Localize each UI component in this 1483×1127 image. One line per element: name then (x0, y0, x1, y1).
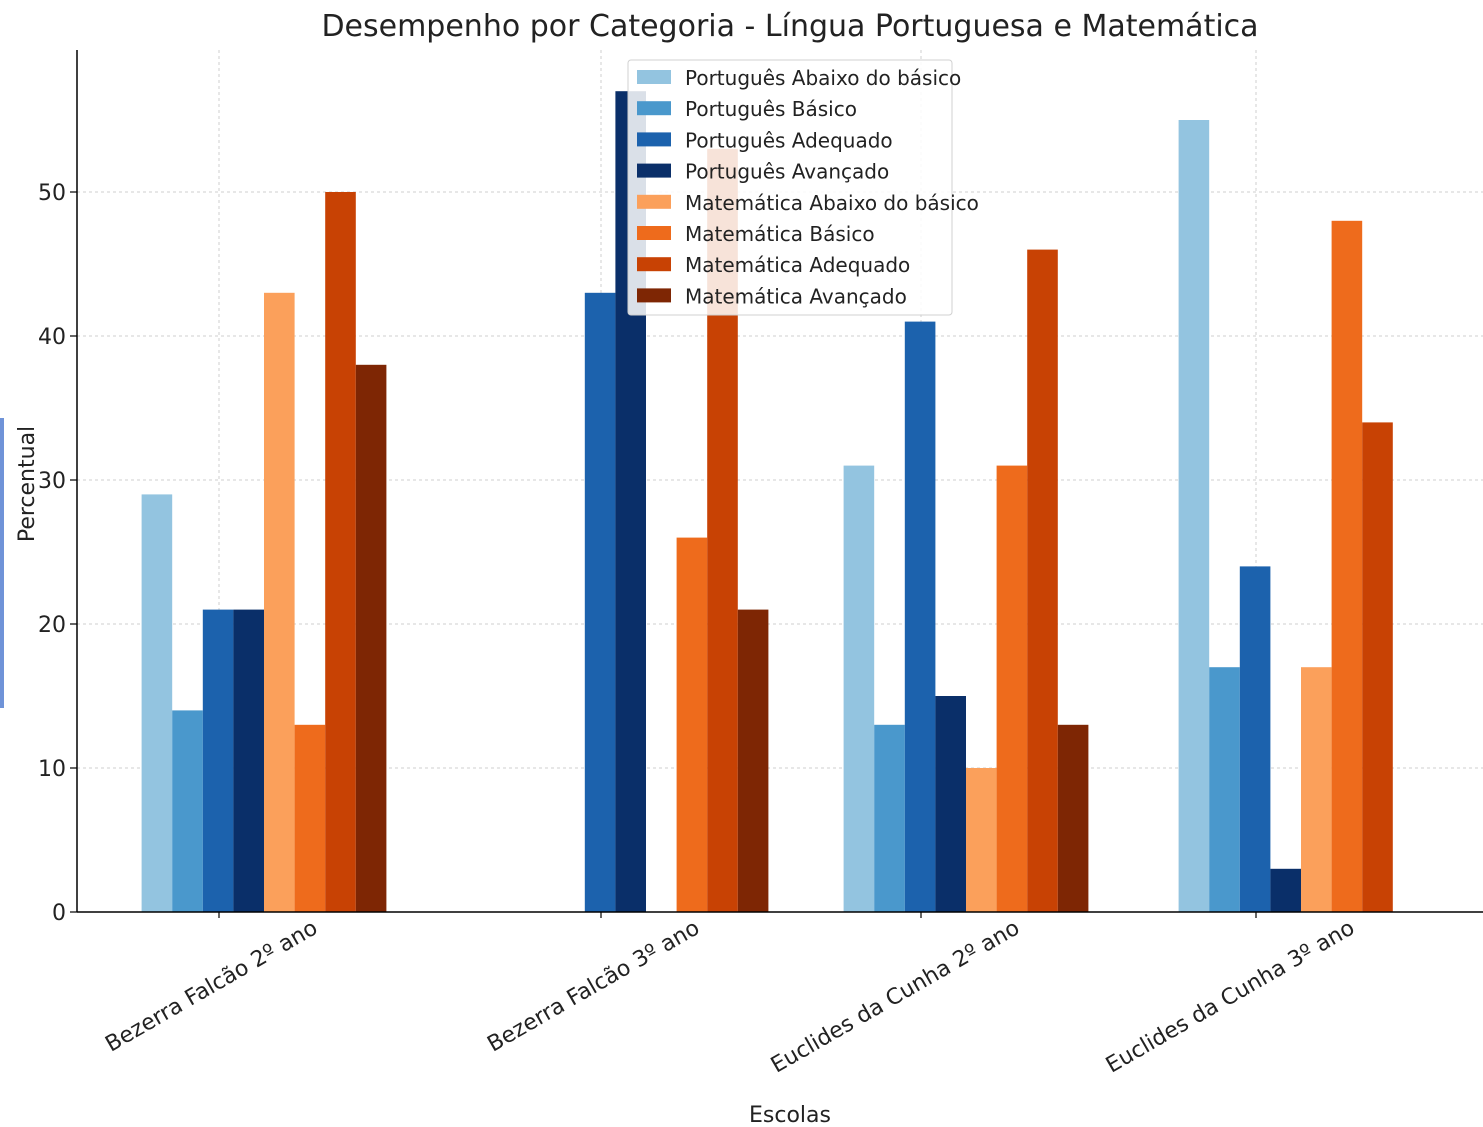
bar (294, 724, 326, 912)
x-ticks: Bezerra Falcão 2º ano Bezerra Falcão 3º a… (101, 912, 1359, 1078)
legend-label: Português Adequado (685, 128, 893, 152)
bar (355, 364, 387, 912)
left-edge-accent (0, 418, 4, 708)
y-tick-label: 20 (38, 613, 66, 638)
legend-swatch (637, 288, 671, 303)
x-tick-label: Euclides da Cunha 2º ano (767, 916, 1024, 1079)
legend: Português Abaixo do básico Português Bási… (627, 59, 979, 316)
y-tick-label: 30 (38, 469, 66, 494)
bar (1270, 868, 1301, 912)
bar (1331, 220, 1363, 913)
bar (1209, 667, 1240, 912)
bar (233, 609, 264, 912)
y-tick-label: 0 (52, 901, 66, 926)
bar (584, 292, 616, 912)
x-tick-label: Bezerra Falcão 3º ano (483, 916, 704, 1058)
legend-swatch (637, 194, 671, 209)
x-tick-label: Bezerra Falcão 2º ano (101, 916, 322, 1058)
y-axis-label: Percentual (15, 426, 40, 542)
x-axis-label: Escolas (749, 1103, 831, 1127)
bar (202, 609, 234, 912)
bars (141, 91, 1393, 913)
bar (737, 609, 769, 912)
bar (935, 696, 966, 912)
bar (172, 710, 203, 912)
bar (843, 465, 875, 912)
bar (904, 321, 936, 913)
bar (325, 192, 356, 912)
bar (874, 724, 905, 912)
legend-label: Matemática Adequado (685, 253, 910, 277)
bar (1027, 249, 1058, 913)
legend-label: Matemática Avançado (685, 284, 907, 308)
legend-swatch (637, 226, 671, 240)
bar (1057, 724, 1089, 912)
legend-swatch (637, 70, 671, 84)
legend-swatch (637, 101, 671, 116)
bar (1178, 120, 1210, 912)
chart-title: Desempenho por Categoria - Língua Portug… (321, 9, 1258, 44)
legend-label: Matemática Básico (685, 222, 875, 246)
legend-label: Português Básico (685, 97, 857, 121)
legend-swatch (637, 163, 671, 178)
legend-label: Matemática Abaixo do básico (685, 191, 979, 215)
x-tick-label: Euclides da Cunha 3º ano (1102, 916, 1359, 1079)
legend-swatch (637, 132, 671, 147)
bar (966, 768, 997, 912)
y-tick-label: 40 (38, 325, 66, 350)
legend-label: Português Avançado (685, 160, 889, 184)
bar (676, 537, 708, 912)
legend-box (627, 59, 953, 316)
y-tick-label: 10 (38, 757, 66, 782)
bar (996, 465, 1028, 912)
bar (264, 292, 295, 912)
bar (1301, 667, 1332, 912)
bar (141, 494, 173, 912)
y-ticks: 0 10 20 30 40 50 (38, 181, 77, 926)
legend-label: Português Abaixo do básico (685, 66, 961, 90)
legend-swatch (637, 257, 671, 272)
bar (1239, 566, 1271, 912)
y-tick-label: 50 (38, 181, 66, 206)
bar (1362, 422, 1393, 912)
